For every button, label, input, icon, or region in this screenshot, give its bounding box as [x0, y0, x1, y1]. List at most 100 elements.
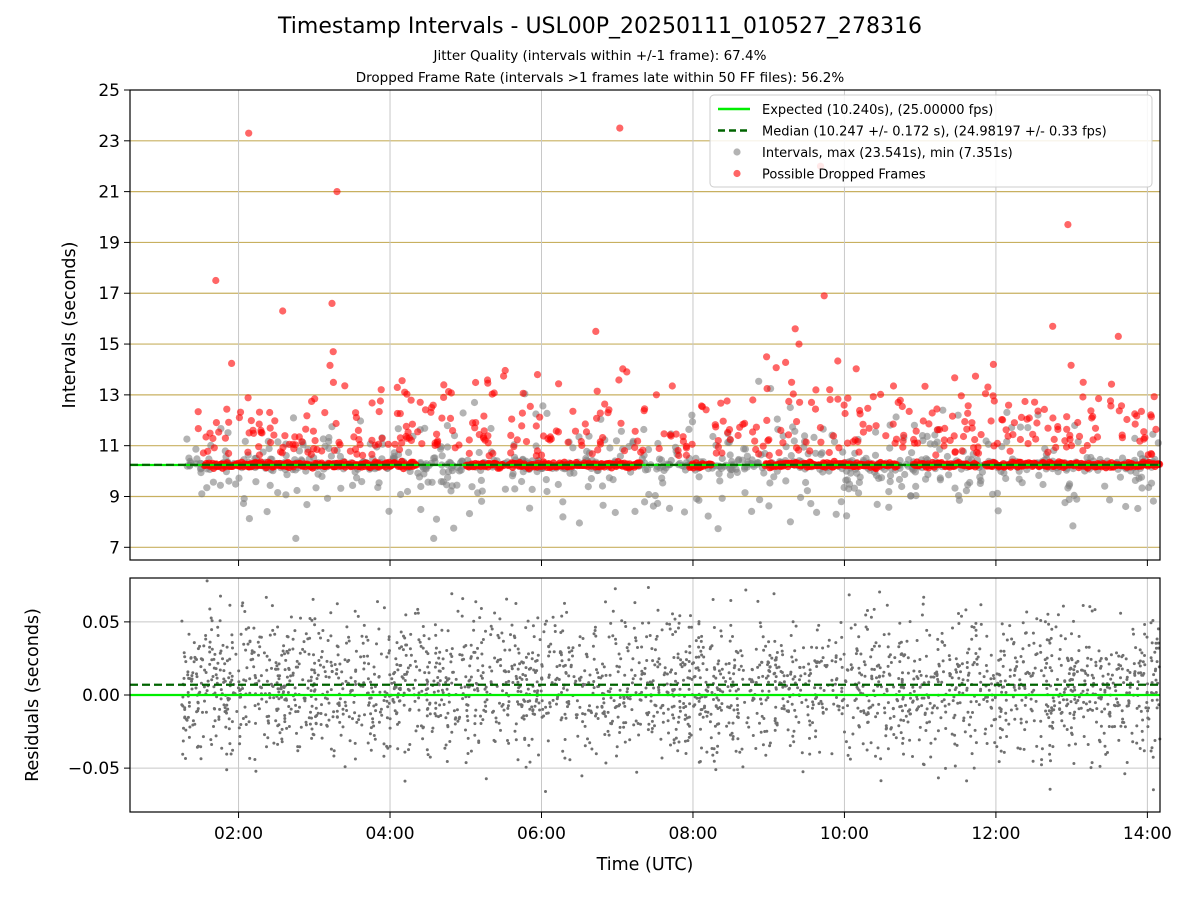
residual-point	[273, 632, 277, 636]
residual-point	[900, 677, 904, 681]
residual-point	[993, 741, 997, 745]
residual-point	[651, 659, 655, 663]
dropped-frame-point	[719, 417, 727, 425]
residual-point	[729, 704, 733, 708]
residual-point	[306, 686, 310, 690]
residual-point	[1050, 669, 1054, 673]
residual-point	[540, 664, 544, 668]
residual-point	[879, 779, 883, 783]
residual-point	[773, 680, 777, 683]
dropped-frame-point	[852, 365, 860, 373]
residual-point	[661, 720, 665, 724]
residual-point	[242, 642, 246, 646]
residual-point	[767, 680, 770, 684]
residual-point	[354, 669, 358, 673]
residual-point	[859, 709, 863, 713]
dropped-frame-point	[951, 448, 959, 456]
residual-point	[1004, 698, 1008, 702]
residual-point	[248, 677, 252, 681]
residual-point	[507, 700, 511, 704]
residual-point	[631, 677, 635, 681]
interval-point	[818, 449, 826, 457]
residual-point	[587, 681, 591, 685]
residual-point	[450, 681, 454, 685]
residual-point	[774, 686, 778, 690]
interval-point	[612, 437, 621, 445]
residual-point	[806, 713, 810, 717]
residual-point	[794, 658, 798, 662]
residual-point	[214, 667, 218, 671]
residual-point	[1140, 729, 1144, 733]
residual-point	[526, 687, 530, 691]
residual-point	[343, 765, 347, 769]
residual-point	[654, 704, 658, 708]
residual-point	[736, 708, 739, 712]
dropped-frame-point	[889, 420, 897, 428]
residual-point	[879, 685, 883, 689]
residual-point	[1045, 661, 1049, 665]
residual-point	[264, 595, 268, 599]
residual-point	[561, 749, 565, 753]
x-tick-label: 06:00	[517, 824, 566, 844]
dropped-frame-point	[564, 438, 572, 446]
dropped-frame-point	[964, 409, 972, 417]
residual-point	[276, 724, 280, 728]
interval-point	[1015, 475, 1023, 483]
residual-point	[1113, 725, 1117, 728]
dropped-frame-point	[788, 378, 796, 386]
residual-point	[1015, 707, 1019, 711]
residual-point	[870, 667, 874, 671]
interval-point	[931, 440, 939, 448]
residual-point	[395, 641, 399, 645]
residual-point	[719, 629, 723, 633]
residual-point	[979, 622, 983, 626]
residual-point	[772, 592, 776, 596]
residual-point	[1085, 664, 1089, 668]
residual-point	[181, 752, 185, 756]
dropped-frame-point	[1095, 395, 1103, 403]
residual-point	[481, 718, 485, 722]
residual-point	[441, 691, 445, 695]
dropped-frame-point	[593, 414, 601, 422]
residual-point	[693, 675, 697, 678]
residual-point	[227, 697, 231, 701]
residual-point	[897, 645, 901, 649]
residual-point	[393, 709, 397, 713]
residual-point	[1010, 637, 1014, 641]
residual-point	[782, 707, 786, 711]
dropped-frame-point	[384, 440, 392, 448]
residual-point	[514, 674, 518, 678]
residual-point	[370, 686, 374, 690]
residual-point	[736, 716, 740, 719]
interval-point	[695, 496, 703, 504]
residual-point	[892, 685, 896, 689]
residual-point	[869, 741, 873, 745]
dropped-frame-point	[518, 422, 526, 430]
residual-point	[919, 673, 923, 677]
residual-point	[585, 655, 589, 659]
residual-point	[467, 679, 471, 683]
dropped-frame-point	[307, 450, 315, 458]
residual-point	[294, 703, 298, 707]
residual-point	[953, 713, 957, 717]
residual-point	[918, 725, 922, 729]
dropped-frame-point	[480, 427, 488, 435]
dropped-frame-point	[510, 443, 518, 451]
residual-point	[898, 660, 902, 664]
interval-point	[976, 479, 984, 487]
residual-point	[289, 615, 293, 619]
residual-point	[1099, 657, 1103, 660]
residual-point	[1138, 659, 1142, 663]
residual-point	[186, 673, 190, 677]
residual-point	[931, 706, 935, 710]
residual-point	[1127, 699, 1131, 703]
y-tick-label: 15	[98, 335, 120, 355]
residual-point	[277, 690, 281, 694]
residual-point	[280, 727, 284, 731]
dropped-frame-point	[212, 419, 220, 427]
residual-point	[1021, 621, 1025, 625]
dropped-frame-point	[1063, 425, 1071, 433]
residual-point	[1009, 708, 1013, 712]
residual-point	[304, 720, 308, 724]
